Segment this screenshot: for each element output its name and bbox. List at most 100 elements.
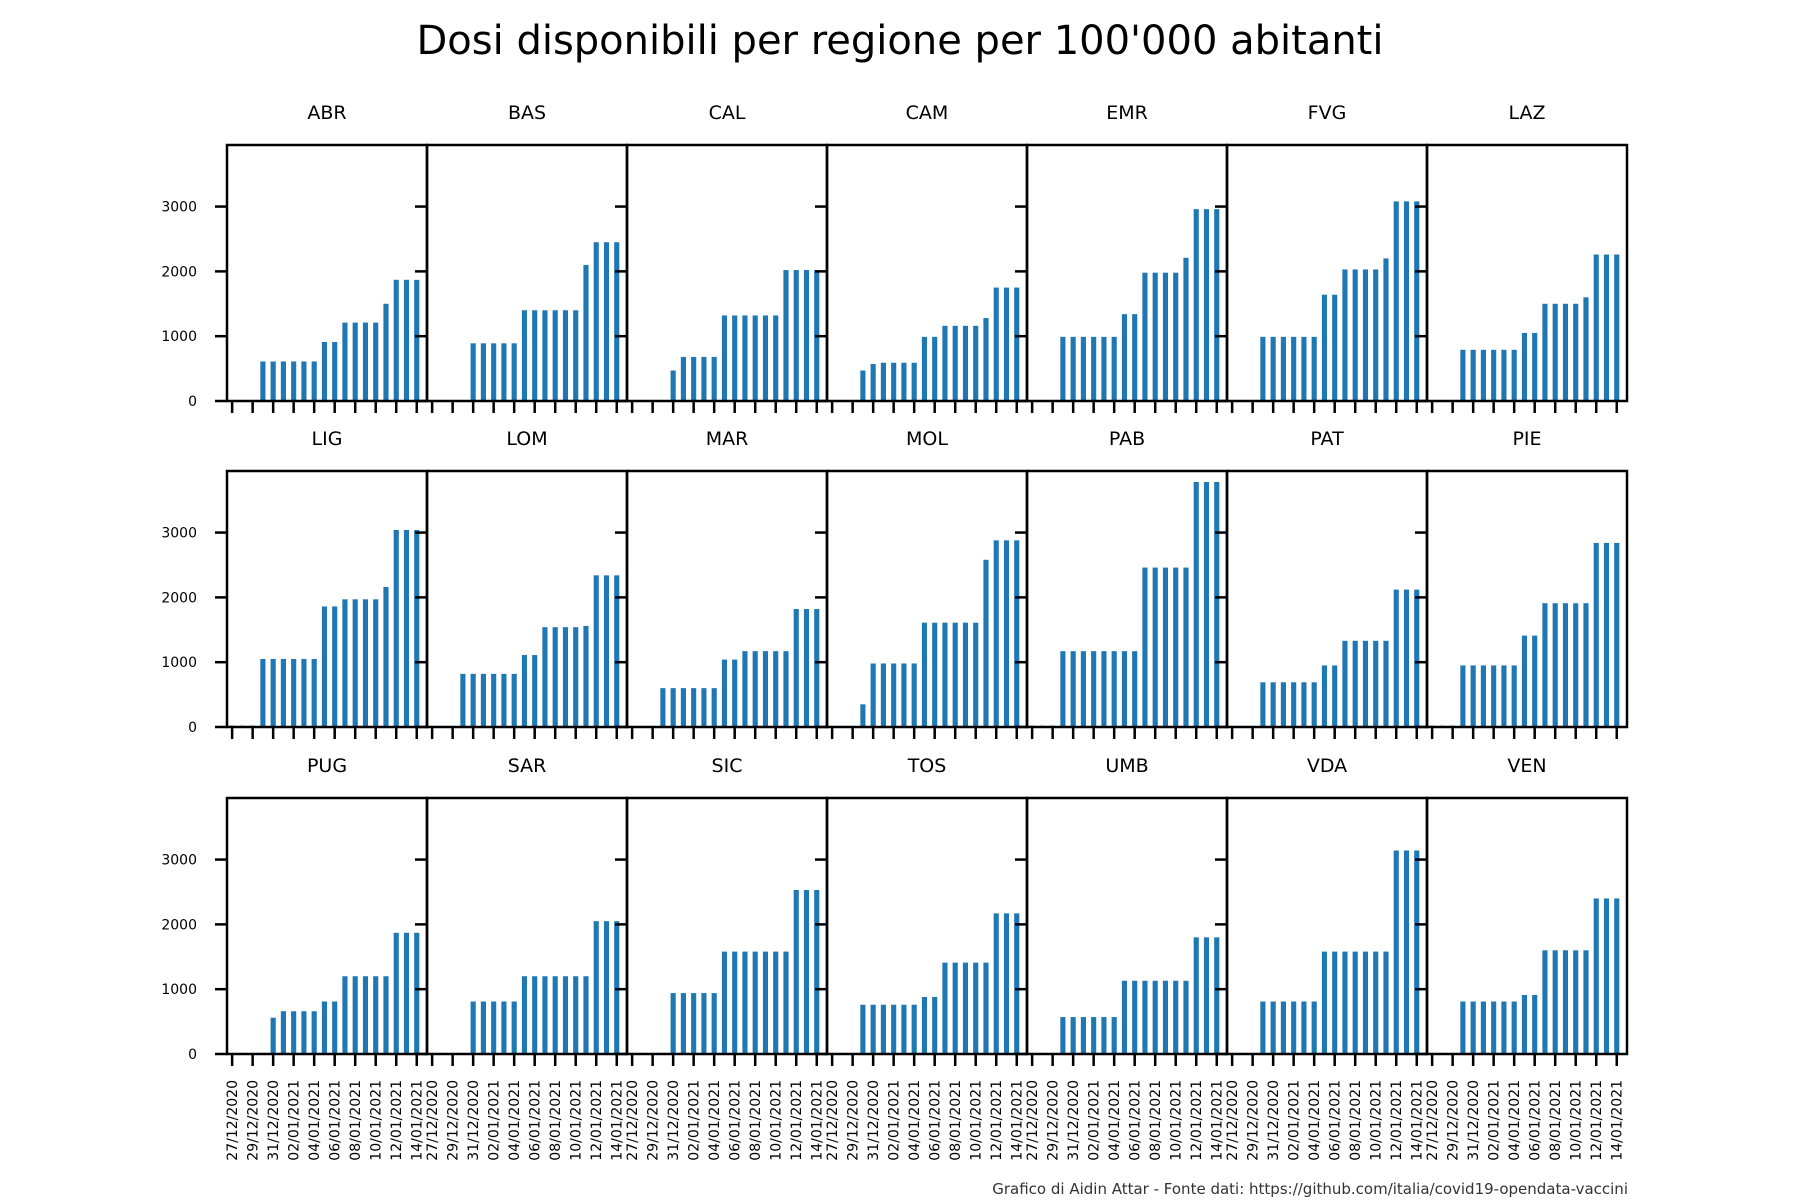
bar xyxy=(1214,482,1220,727)
bar xyxy=(860,370,866,401)
panel-sic: SIC 27/12/2020 29/12/2020 31/12/2020 02/01/2… xyxy=(615,755,829,1161)
x-tick-label: 14/01/2021 xyxy=(1210,1080,1226,1161)
bar xyxy=(280,658,286,727)
bar xyxy=(1521,332,1527,401)
bar xyxy=(332,342,338,401)
bar xyxy=(1152,272,1158,401)
y-tick-label: 0 xyxy=(188,394,197,410)
x-tick-label: 29/12/2020 xyxy=(1446,1080,1462,1161)
bar xyxy=(1501,349,1507,401)
bar xyxy=(973,962,979,1054)
bar xyxy=(1521,635,1527,727)
bar xyxy=(1573,603,1579,727)
bar xyxy=(1080,1017,1086,1054)
bar xyxy=(321,342,327,401)
bar xyxy=(911,1004,917,1054)
bar xyxy=(1403,589,1410,727)
bar xyxy=(1552,603,1558,727)
bar xyxy=(1193,482,1199,727)
bar xyxy=(614,242,620,401)
bar xyxy=(1091,1017,1097,1054)
bar xyxy=(962,622,969,727)
bar xyxy=(1383,258,1389,401)
bar xyxy=(342,599,348,727)
bar xyxy=(670,370,676,401)
bar xyxy=(1414,589,1420,727)
bar xyxy=(593,575,599,727)
x-tick-label: 04/01/2021 xyxy=(307,1080,323,1161)
bar xyxy=(773,951,779,1054)
x-tick-label: 29/12/2020 xyxy=(646,1080,662,1161)
bar xyxy=(1562,950,1569,1054)
bar xyxy=(1552,303,1558,401)
bar xyxy=(1193,937,1199,1054)
bar xyxy=(1614,254,1620,401)
bar xyxy=(583,264,589,401)
bar xyxy=(1142,272,1148,401)
bar xyxy=(1352,951,1358,1054)
bar xyxy=(342,976,348,1054)
bar xyxy=(1460,1001,1466,1054)
bar xyxy=(742,315,748,401)
bar xyxy=(480,673,486,727)
x-tick-label: 04/01/2021 xyxy=(1307,1080,1323,1161)
bar xyxy=(814,890,820,1054)
bar xyxy=(491,343,497,401)
bar xyxy=(362,322,369,401)
bar xyxy=(562,310,569,401)
bar xyxy=(711,688,717,727)
x-tick-label: 27/12/2020 xyxy=(425,1080,441,1161)
bar xyxy=(383,587,389,727)
bar xyxy=(1014,287,1020,401)
bar xyxy=(301,1011,307,1054)
x-tick-label: 29/12/2020 xyxy=(1246,1080,1262,1161)
source-note: Grafico di Aidin Attar - Fonte dati: htt… xyxy=(992,1180,1628,1198)
bar xyxy=(614,575,620,727)
bar xyxy=(603,242,610,401)
bar xyxy=(1101,651,1107,727)
panel-sar: SAR 27/12/2020 29/12/2020 31/12/2020 02/01/2… xyxy=(415,755,629,1161)
bar xyxy=(1301,1001,1307,1054)
bar xyxy=(1470,349,1476,401)
y-tick-label: 2000 xyxy=(161,590,197,606)
bar xyxy=(952,962,958,1054)
bar xyxy=(393,932,399,1054)
bar xyxy=(1280,682,1286,727)
bar xyxy=(383,976,389,1054)
bar xyxy=(1003,287,1010,401)
x-tick-label: 12/01/2021 xyxy=(589,1080,605,1161)
bar xyxy=(680,356,686,401)
x-tick-label: 06/01/2021 xyxy=(928,1080,944,1161)
bar xyxy=(783,951,789,1054)
bar xyxy=(1342,269,1348,401)
bar xyxy=(1152,567,1158,727)
bar xyxy=(1270,1001,1276,1054)
bar xyxy=(501,1001,507,1054)
bar xyxy=(1214,209,1220,401)
bar xyxy=(521,976,527,1054)
bar xyxy=(1614,898,1620,1054)
bar xyxy=(301,658,307,727)
panel-pat: PAT xyxy=(1215,428,1429,739)
bar xyxy=(403,279,410,401)
x-tick-label: 10/01/2021 xyxy=(569,1080,585,1161)
bar xyxy=(932,336,938,401)
bar xyxy=(311,1011,317,1054)
bar xyxy=(1060,1017,1066,1054)
bar xyxy=(501,673,507,727)
bar xyxy=(701,993,707,1054)
bar xyxy=(1162,980,1169,1054)
x-tick-label: 08/01/2021 xyxy=(748,1080,764,1161)
bar xyxy=(1332,665,1338,727)
bar xyxy=(521,310,527,401)
bar xyxy=(280,1011,286,1054)
x-tick-label: 31/12/2020 xyxy=(266,1080,282,1161)
x-tick-label: 14/01/2021 xyxy=(1010,1080,1026,1161)
bar xyxy=(1511,1001,1517,1054)
x-tick-label: 06/01/2021 xyxy=(1328,1080,1344,1161)
bar xyxy=(911,663,917,727)
bar xyxy=(1511,665,1517,727)
bar xyxy=(532,310,538,401)
bar xyxy=(1542,303,1548,401)
bar xyxy=(1362,269,1369,401)
